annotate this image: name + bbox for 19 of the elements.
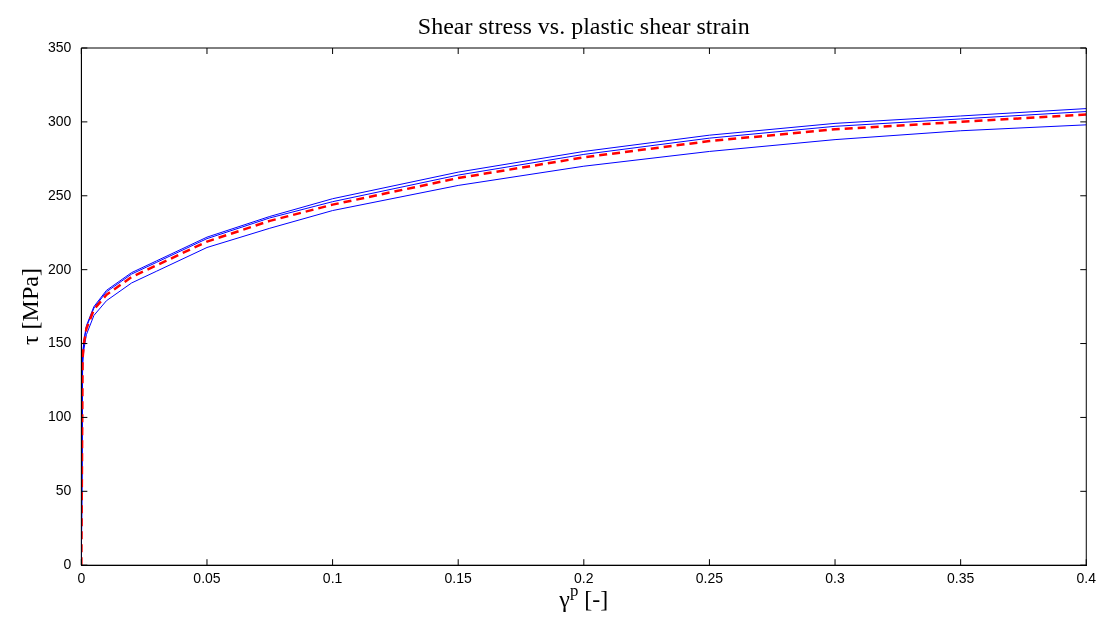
x-tick-label: 0.1 [322,570,343,587]
chart-title: Shear stress vs. plastic shear strain [417,13,750,40]
y-tick-label: 100 [48,408,72,425]
y-tick-label: 50 [55,482,72,499]
y-tick-label: 200 [48,260,72,277]
x-tick-label: 0.2 [574,570,594,587]
y-tick-label: 250 [48,186,72,203]
y-tick-label: 150 [48,334,72,351]
x-tick-label: 0 [77,570,86,587]
x-tick-label: 0.4 [1076,570,1097,587]
x-tick-label: 0.35 [947,570,975,587]
y-tick-label: 300 [48,112,72,129]
y-axis-title: τ [MPa] [16,268,43,346]
y-tick-label: 350 [48,38,72,55]
x-tick-label: 0.15 [444,570,473,587]
y-tick-label: 0 [63,556,72,573]
x-tick-label: 0.05 [193,570,221,587]
x-tick-label: 0.25 [695,570,724,587]
x-tick-label: 0.3 [825,570,845,587]
